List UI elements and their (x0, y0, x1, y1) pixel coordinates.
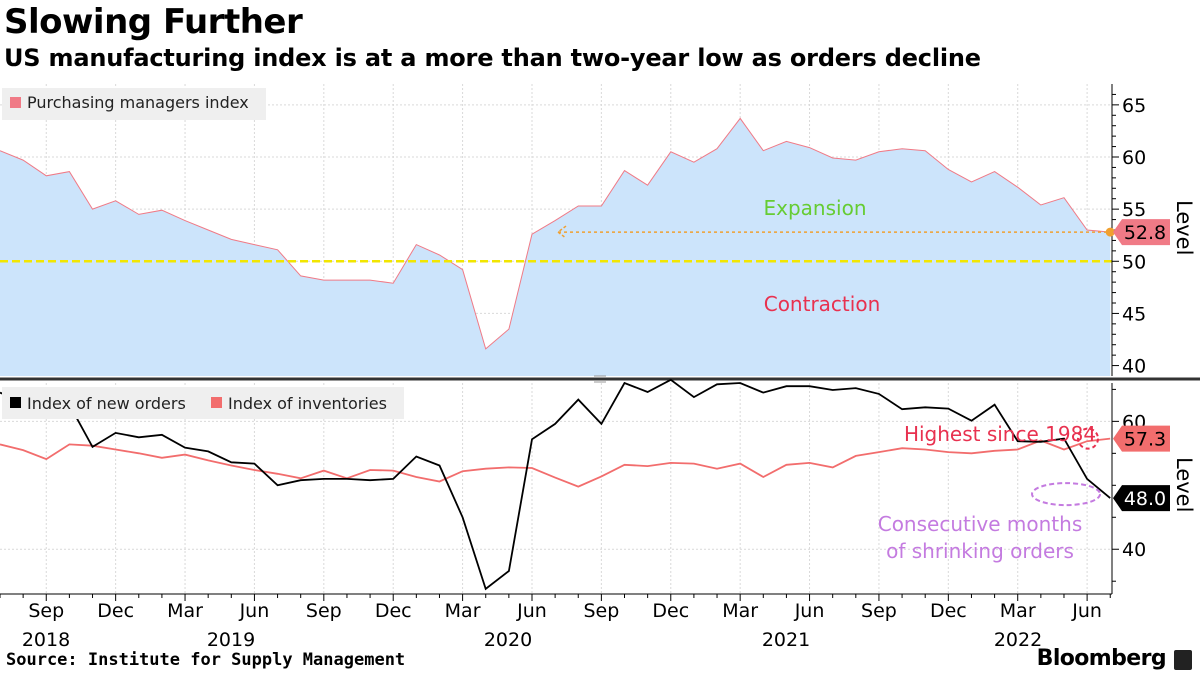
y-tick-label: 50 (1122, 251, 1146, 273)
y-tick-label: 40 (1122, 539, 1146, 561)
lower-grid (0, 383, 1112, 594)
x-month-label: Dec (652, 600, 689, 622)
legend-box (2, 387, 404, 419)
x-month-label: Mar (1000, 600, 1036, 622)
upper-annotations: Expansion Contraction 52.8 (556, 196, 1170, 316)
lower-y-axis-title: Level (1172, 457, 1196, 512)
source-note: Source: Institute for Supply Management (6, 650, 406, 670)
inventories-line (0, 437, 1111, 488)
legend-label-new-orders: Index of new orders (27, 394, 186, 413)
x-month-label: Dec (375, 600, 412, 622)
x-month-label: Jun (1071, 600, 1102, 622)
x-month-label: Dec (930, 600, 967, 622)
new-orders-last-badge (1113, 485, 1170, 512)
chart-title: Slowing Further (4, 2, 303, 42)
legend-label-pmi: Purchasing managers index (27, 93, 249, 112)
y-tick-label: 45 (1122, 303, 1146, 325)
new-orders-line (0, 378, 1111, 591)
terminal-icon (1174, 650, 1192, 670)
x-axis: Sep Dec Mar Jun Sep Dec Mar Jun Sep Dec Mar Jun Sep D… (0, 593, 1112, 651)
highest-since-label: Highest since 1984 (904, 422, 1096, 446)
x-month-label: Sep (306, 600, 342, 622)
x-month-label: Jun (516, 600, 547, 622)
lower-legend: Index of new orders Index of inventories (2, 387, 404, 419)
x-month-label: Jun (239, 600, 270, 622)
expansion-label: Expansion (764, 196, 867, 220)
lower-annotations: Highest since 1984 Consecutive months of s… (878, 422, 1170, 563)
x-month-label: Mar (167, 600, 203, 622)
x-month-label: Mar (722, 600, 758, 622)
x-year-label: 2021 (762, 629, 810, 651)
shrinking-orders-label-1: Consecutive months (878, 512, 1083, 536)
pmi-area (0, 117, 1111, 377)
pmi-last-value: 52.8 (1124, 222, 1166, 244)
highest-marker (1077, 427, 1099, 450)
x-month-label: Sep (583, 600, 619, 622)
x-year-label: 2020 (484, 629, 532, 651)
y-tick-label: 60 (1122, 147, 1146, 169)
y-tick-label: 55 (1122, 199, 1146, 221)
x-month-label: Sep (28, 600, 64, 622)
pmi-last-point (1105, 227, 1115, 237)
legend-swatch-inventories (211, 397, 222, 408)
y-tick-label: 65 (1122, 95, 1146, 117)
x-month-label: Dec (97, 600, 134, 622)
legend-swatch-pmi (10, 97, 21, 108)
contraction-label: Contraction (764, 292, 881, 316)
arrow-head (556, 225, 567, 239)
shrinking-orders-marker (1031, 482, 1101, 507)
inventories-last-value: 57.3 (1124, 429, 1166, 451)
x-month-label: Sep (861, 600, 897, 622)
legend-swatch-new-orders (10, 397, 21, 408)
legend-box (2, 88, 266, 120)
upper-legend: Purchasing managers index (2, 88, 266, 120)
pmi-last-badge (1113, 219, 1170, 246)
pmi-area-fill (0, 118, 1111, 377)
new-orders-last-value: 48.0 (1124, 488, 1166, 510)
legend-label-inventories: Index of inventories (228, 394, 387, 413)
x-year-label: 2019 (207, 629, 255, 651)
chart-subtitle: US manufacturing index is at a more than… (4, 44, 981, 72)
y-tick-label: 40 (1122, 356, 1146, 378)
lower-series (0, 378, 1111, 591)
shrinking-orders-label-2: of shrinking orders (886, 539, 1074, 563)
x-month-label: Jun (794, 600, 825, 622)
x-year-label: 2018 (22, 629, 70, 651)
x-year-label: 2022 (994, 629, 1042, 651)
x-month-label: Mar (445, 600, 481, 622)
inventories-last-badge (1113, 425, 1170, 452)
upper-y-axis-title: Level (1172, 200, 1196, 255)
pmi-line (0, 117, 1111, 350)
brand-logo: Bloomberg (1036, 646, 1167, 671)
